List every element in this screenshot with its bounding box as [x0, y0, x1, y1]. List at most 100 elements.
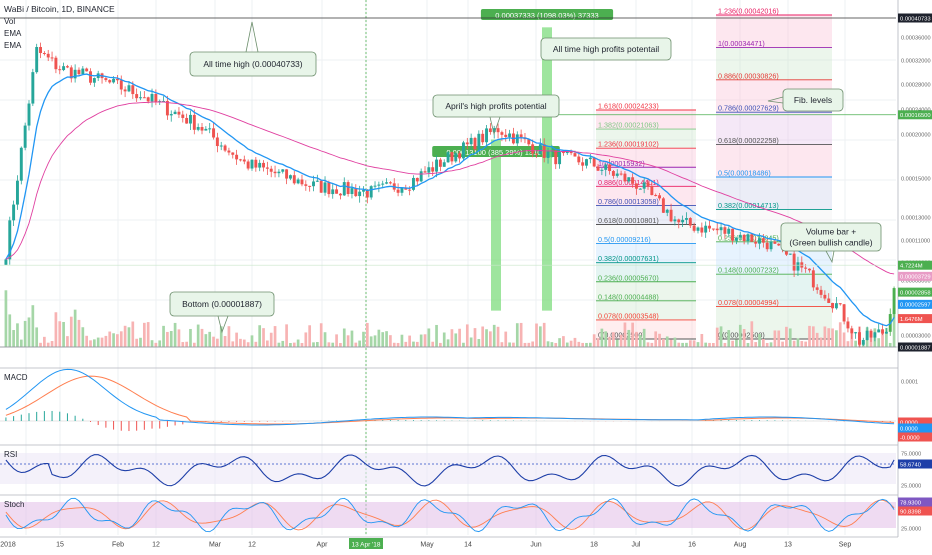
date-marker-label: 13 Apr '18 [351, 542, 380, 549]
fib-set-1-label: 1(0.00015932) [598, 159, 645, 168]
volume-bar [681, 342, 684, 347]
volume-bar [304, 332, 308, 347]
volume-bar [331, 342, 335, 347]
callout-fib: Fib. levels [767, 88, 844, 112]
price-tick: 0.00011000 [901, 239, 930, 245]
price-tag: 0.00002597 [900, 303, 931, 309]
candle-body [554, 150, 558, 165]
candle-body [646, 182, 650, 187]
volume-bar [100, 337, 104, 347]
candle-body [850, 328, 854, 334]
candle-body [315, 180, 319, 182]
callout-ath-pointer [245, 21, 259, 53]
stoch-k-line [5, 497, 895, 533]
candle-body [277, 171, 281, 174]
volume-bar [562, 336, 565, 347]
volume-bar [592, 334, 596, 347]
candle-body [262, 162, 265, 168]
volume-bar [58, 321, 62, 347]
volume-bar [208, 331, 212, 347]
time-tick: 2018 [0, 542, 16, 549]
candle-body [65, 66, 69, 68]
candle-body [754, 241, 758, 244]
volume-bar [116, 334, 119, 347]
pane-tag-bg [898, 497, 932, 507]
candle-body [681, 219, 685, 223]
time-tick: 18 [590, 542, 598, 549]
volume-bar [262, 328, 265, 347]
candle-body [473, 137, 477, 150]
volume-bar [154, 342, 158, 347]
volume-bar [185, 341, 188, 347]
candle-body [669, 209, 673, 222]
candle-body [4, 259, 8, 265]
candle-body [538, 144, 542, 155]
price-tick: 0.00032000 [901, 59, 931, 65]
time-axis-bg [0, 537, 932, 550]
candle-body [296, 179, 300, 184]
candle-body [604, 164, 608, 170]
candle-body [250, 159, 254, 169]
time-tick: 16 [688, 542, 696, 549]
candle-body [884, 331, 888, 334]
volume-bar [565, 342, 569, 347]
fib-set-2-label: 1(0.00034471) [718, 39, 765, 48]
time-tick: Mar [209, 542, 222, 549]
candle-body [135, 94, 139, 99]
target-bar [491, 139, 501, 311]
candle-body [608, 164, 612, 172]
volume-bar [358, 340, 361, 347]
candle-body [254, 159, 258, 168]
candle-body [200, 127, 204, 131]
candle-body [700, 227, 704, 233]
volume-bar [219, 326, 223, 347]
candle-body [454, 153, 458, 162]
volume-bar [708, 342, 711, 347]
fib-set-1-label: 1.618(0.00024233) [598, 102, 659, 111]
volume-bar [673, 337, 677, 347]
volume-bar [169, 331, 173, 347]
candle-body [588, 157, 592, 160]
candle-body [811, 270, 815, 288]
candle-body [823, 294, 827, 299]
fib-set-1-label: 1.382(0.00021063) [598, 121, 659, 130]
volume-bar [231, 341, 235, 347]
candle-body [496, 128, 500, 133]
volume-bar [796, 338, 800, 347]
candle-body [865, 330, 869, 340]
indicator-label-ema-1: EMA [4, 29, 22, 38]
candle-body [8, 220, 12, 260]
volume-bar [815, 332, 819, 347]
candle-body [42, 53, 46, 55]
fib-set-1-band [596, 262, 696, 282]
volume-bar [489, 331, 492, 347]
time-tick: Aug [734, 542, 747, 549]
candle-body [196, 127, 200, 130]
candle-body [854, 332, 858, 334]
candle-body [335, 189, 339, 194]
price-tick: 0.00036000 [901, 36, 931, 42]
time-tick: 14 [464, 542, 472, 549]
header: WaBi / Bitcoin, 1D, BINANCE Vol EMA EMA [4, 4, 115, 50]
callout-fib-pointer [767, 96, 784, 104]
fib-set-1-band [596, 186, 696, 206]
candle-body [212, 128, 216, 138]
indicator-panes: MACD RSI Stoch [0, 346, 932, 533]
volume-bar [204, 334, 208, 347]
volume-bar [519, 322, 523, 347]
candle-body [438, 159, 442, 167]
volume-bar [688, 340, 692, 347]
candle-body [477, 133, 481, 150]
price-tag-bg [898, 13, 932, 23]
volume-bar [712, 342, 715, 347]
candle-body [738, 234, 742, 238]
candle-body [500, 132, 504, 135]
volume-bar [719, 326, 723, 347]
candle-body [815, 287, 819, 290]
price-tag: 4.7224M [900, 264, 923, 270]
candle-body [54, 57, 58, 70]
candle-body [808, 268, 811, 271]
pane-tag-bg [898, 432, 932, 442]
candle-body [169, 114, 173, 116]
